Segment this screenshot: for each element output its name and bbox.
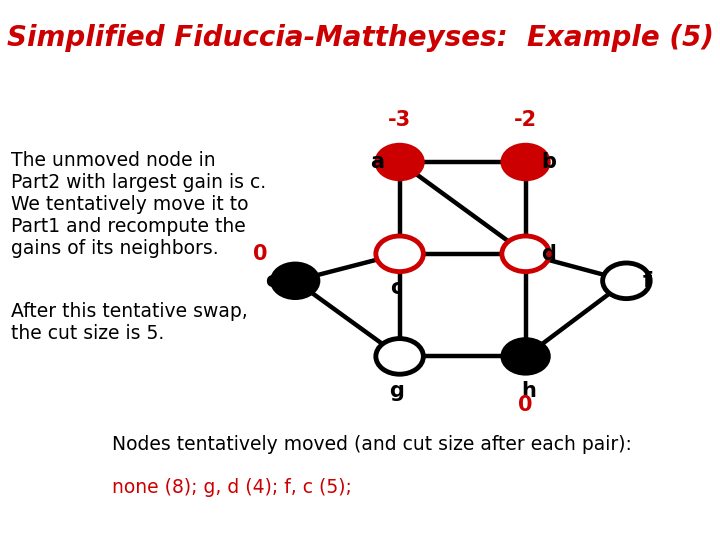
Text: 0: 0 [518, 395, 533, 415]
Circle shape [603, 263, 650, 299]
Text: e: e [265, 271, 279, 291]
Circle shape [376, 144, 423, 180]
Text: Nodes tentatively moved (and cut size after each pair):: Nodes tentatively moved (and cut size af… [112, 435, 631, 454]
Circle shape [502, 339, 549, 374]
Circle shape [502, 236, 549, 272]
Circle shape [376, 339, 423, 374]
Text: After this tentative swap,
the cut size is 5.: After this tentative swap, the cut size … [11, 302, 248, 343]
Text: The unmoved node in
Part2 with largest gain is c.
We tentatively move it to
Part: The unmoved node in Part2 with largest g… [11, 151, 266, 258]
Text: g: g [390, 381, 404, 401]
Text: c: c [390, 278, 403, 298]
Text: b: b [541, 152, 557, 172]
Text: h: h [521, 381, 536, 401]
Text: -3: -3 [388, 110, 411, 130]
Circle shape [376, 236, 423, 272]
Text: none (8); g, d (4); f, c (5);: none (8); g, d (4); f, c (5); [112, 478, 351, 497]
Text: Simplified Fiduccia-Mattheyses:  Example (5): Simplified Fiduccia-Mattheyses: Example … [6, 24, 714, 52]
Text: a: a [370, 152, 384, 172]
Text: f: f [642, 271, 652, 291]
Circle shape [271, 263, 319, 299]
Text: d: d [541, 244, 557, 264]
Text: -2: -2 [514, 110, 537, 130]
Text: 0: 0 [253, 244, 268, 264]
Circle shape [502, 144, 549, 180]
